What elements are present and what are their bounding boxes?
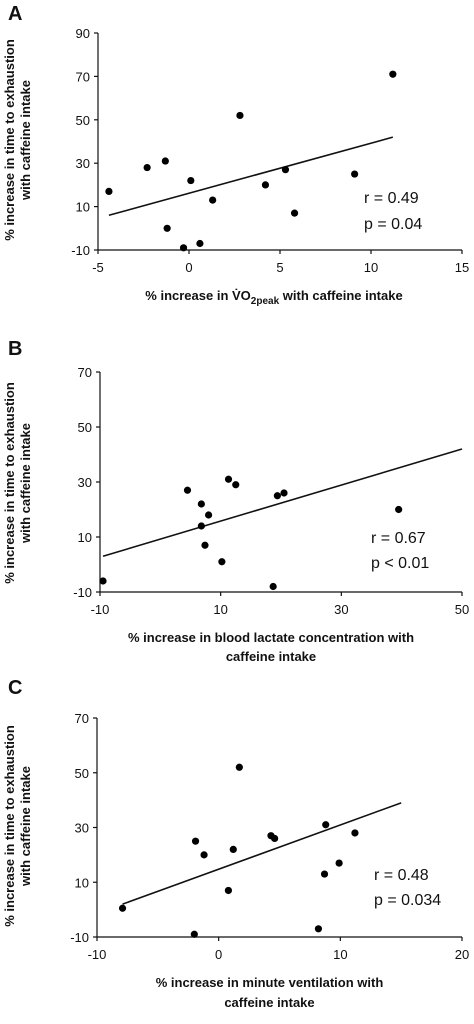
data-point	[322, 821, 330, 829]
data-point	[351, 829, 359, 837]
stat-annotation: p = 0.034	[374, 892, 441, 909]
y-tick-label: 50	[75, 766, 89, 781]
y-tick-label: 70	[76, 69, 90, 84]
data-point	[261, 181, 270, 189]
x-tick-label: 15	[455, 260, 469, 275]
x-tick-label: 10	[333, 947, 347, 962]
data-point	[200, 851, 208, 859]
x-tick-label: 10	[213, 602, 227, 617]
y-tick-label: 70	[78, 365, 92, 380]
x-axis-title-line: % increase in minute ventilation with	[156, 975, 384, 990]
stat-annotation: r = 0.48	[374, 867, 429, 884]
data-point	[271, 834, 279, 843]
data-point	[236, 111, 244, 120]
x-tick-label: 5	[276, 260, 283, 275]
data-point	[191, 837, 200, 845]
data-point	[143, 163, 151, 172]
data-point	[229, 845, 237, 854]
stat-annotation: r = 0.67	[371, 530, 426, 547]
trend-line	[122, 802, 402, 905]
data-point	[314, 925, 323, 933]
data-point	[232, 481, 240, 489]
y-axis-title: % increase in time to exhaustionwith caf…	[2, 382, 33, 584]
data-point	[351, 170, 359, 178]
data-point	[201, 541, 209, 549]
y-tick-label: 50	[78, 420, 92, 435]
y-tick-label: 30	[75, 821, 89, 836]
y-tick-label: 10	[76, 200, 90, 215]
x-axis-title: % increase in V̇O2peak with caffeine int…	[145, 288, 402, 307]
y-tick-label: 90	[76, 26, 90, 41]
x-tick-label: 30	[334, 602, 348, 617]
stat-annotation: p = 0.04	[364, 216, 422, 233]
data-point	[205, 511, 213, 519]
scatter-panel-a: A -10 10 30 50 70 90 -5 0 5 10 15 % increase in time…	[2, 3, 469, 307]
x-tick-label: -10	[88, 947, 107, 962]
x-tick-label: 50	[455, 602, 469, 617]
y-tick-label: -10	[71, 243, 90, 258]
data-point	[190, 930, 198, 938]
x-tick-label: 0	[185, 260, 192, 275]
data-point	[209, 196, 217, 204]
y-tick-label: 30	[76, 156, 90, 171]
trend-line	[108, 136, 394, 217]
stat-annotation: r = 0.49	[364, 190, 419, 207]
data-point	[99, 577, 107, 585]
panel-letter: A	[8, 3, 22, 25]
data-point	[118, 904, 127, 912]
panel-letter: B	[8, 338, 22, 360]
data-point	[235, 763, 243, 771]
data-point	[161, 157, 169, 165]
stat-annotation: p < 0.01	[371, 555, 429, 572]
data-point	[187, 176, 195, 185]
data-point	[281, 166, 290, 174]
y-axis-title: % increase in time to exhaustionwith caf…	[2, 39, 33, 241]
x-tick-label: -5	[92, 260, 104, 275]
data-point	[197, 522, 205, 530]
data-point	[335, 859, 343, 867]
data-point	[290, 209, 299, 217]
y-tick-label: -10	[73, 585, 92, 600]
x-tick-label: -10	[91, 602, 110, 617]
x-axis-title-line: % increase in blood lactate concentratio…	[128, 630, 414, 645]
data-point	[197, 500, 205, 508]
data-point	[183, 486, 192, 494]
x-tick-label: 0	[215, 947, 222, 962]
y-tick-label: 30	[78, 475, 92, 490]
data-point	[269, 582, 277, 591]
x-tick-label: 10	[364, 260, 378, 275]
data-point	[273, 492, 281, 500]
trend-line	[102, 448, 463, 558]
y-tick-label: 70	[75, 711, 89, 726]
y-tick-label: -10	[70, 930, 89, 945]
y-tick-label: 50	[76, 113, 90, 128]
scatter-panel-b: B -10 10 30 50 70 -10 10 30 50 % increase in time …	[2, 338, 469, 664]
y-tick-label: 10	[78, 530, 92, 545]
data-point	[395, 505, 403, 514]
data-point	[179, 244, 188, 252]
data-point	[105, 187, 113, 196]
scatter-panel-c: C -10 10 30 50 70 -10 0 10 20 % increase in time t…	[2, 677, 469, 1010]
data-point	[280, 489, 288, 497]
data-point	[163, 224, 171, 232]
data-point	[389, 70, 397, 78]
data-point	[224, 475, 233, 483]
data-point	[196, 239, 204, 248]
y-axis-title: % increase in time to exhaustionwith caf…	[2, 725, 33, 927]
y-tick-label: 10	[75, 875, 89, 890]
data-point	[320, 870, 329, 878]
data-point	[224, 886, 232, 895]
x-axis-title-line: caffeine intake	[226, 649, 316, 664]
x-tick-label: 20	[455, 947, 469, 962]
x-axis-title-line: caffeine intake	[224, 995, 314, 1010]
data-point	[218, 558, 226, 566]
panel-letter: C	[8, 677, 22, 699]
